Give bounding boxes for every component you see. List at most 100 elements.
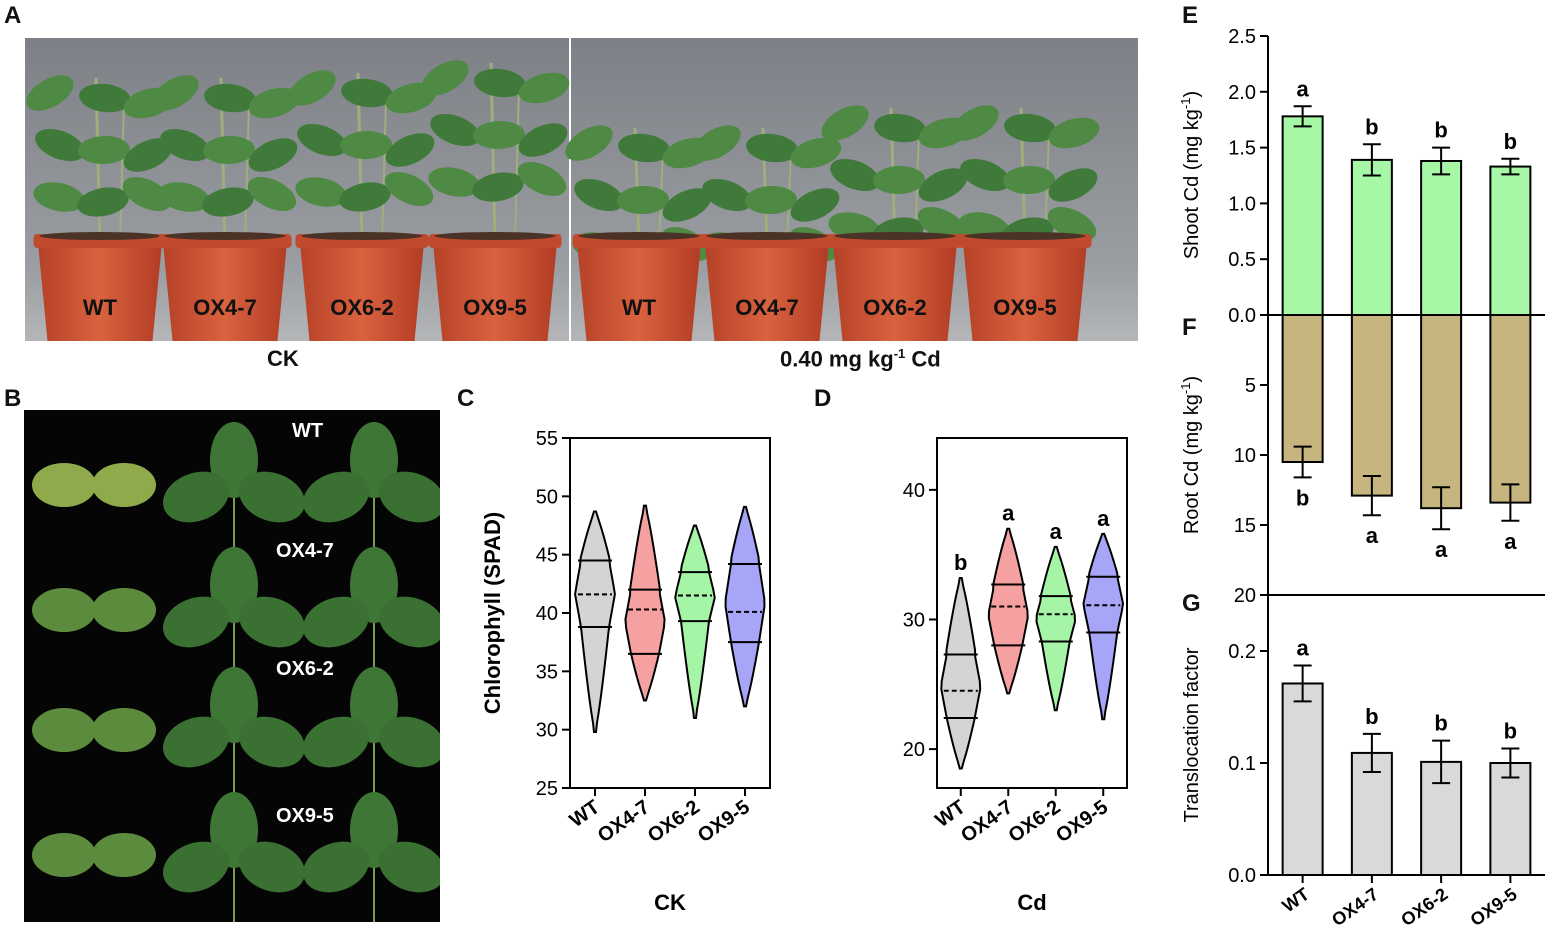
shoot-y-axis-label: Shoot Cd (mg kg-1): [1178, 91, 1203, 259]
leaf: [874, 113, 926, 143]
leaf: [1047, 207, 1097, 241]
significance-letter: a: [1097, 506, 1110, 531]
violin-ox9-5: [1082, 532, 1125, 721]
plant-stem: [244, 102, 250, 244]
panel-letter-a: A: [4, 2, 22, 29]
leaf: [873, 165, 925, 195]
x-tick-label-ox6-2: OX6-2: [1005, 796, 1065, 847]
leaf: [618, 133, 670, 163]
leaf: [288, 70, 336, 106]
significance-letter: a: [1050, 519, 1063, 544]
leaf-label-wt: WT: [292, 420, 324, 442]
leaf: [745, 185, 797, 215]
y-tick-label: 20: [903, 739, 925, 761]
plant-photo: [25, 38, 1138, 341]
leaf: [78, 135, 130, 165]
pot: [704, 238, 830, 341]
leaf: [918, 168, 968, 202]
plot-frame: [936, 437, 1128, 789]
caption-cd: 0.40 mg kg-1 Cd: [780, 346, 941, 372]
leaf: [384, 172, 434, 206]
cotyledon-leaf: [32, 708, 96, 752]
plant-stem: [381, 97, 387, 244]
pot-soil: [706, 232, 828, 240]
leaf: [203, 135, 255, 165]
leaf: [662, 188, 712, 222]
plant-3: [421, 60, 570, 244]
trifoliate-leaf: [379, 596, 440, 648]
leaf: [917, 207, 967, 241]
x-tick-label-ox6-2: OX6-2: [1397, 884, 1451, 930]
y-tick-label: 0.5: [1228, 249, 1256, 271]
trifoliate-leaf: [163, 596, 229, 648]
plant-7: [951, 105, 1100, 247]
leaf: [821, 105, 869, 141]
leaf: [77, 187, 129, 217]
pot-label-ox6-2-2: OX6-2: [330, 295, 394, 320]
pot: [299, 238, 425, 341]
y-axis-label: Chlorophyll (SPAD): [480, 512, 505, 714]
leaf-label-ox4-7: OX4-7: [276, 540, 334, 562]
root-bar-ox6-2: [1420, 314, 1463, 510]
y-tick-label: 30: [536, 720, 558, 742]
leaf: [79, 83, 131, 113]
pot-label-ox4-7-5: OX4-7: [735, 295, 799, 320]
trifoliate-leaf: [239, 841, 305, 893]
leaf: [430, 113, 480, 147]
pot: [832, 238, 958, 341]
leaf: [565, 125, 613, 161]
pot: [432, 238, 558, 341]
pot: [576, 238, 702, 341]
y-tick-label: 40: [903, 480, 925, 502]
leaf: [341, 78, 393, 108]
plant-1: [151, 75, 300, 244]
leaf: [35, 128, 85, 162]
significance-letter: a: [1366, 523, 1379, 548]
cotyledon-leaf: [32, 463, 96, 507]
x-tick-label-ox4-7: OX4-7: [957, 796, 1017, 847]
violin-ox4-7: [987, 527, 1029, 695]
significance-letter: b: [1434, 118, 1447, 143]
leaf: [1004, 113, 1056, 143]
y-tick-label: 1.0: [1228, 193, 1256, 215]
leaf: [122, 177, 172, 211]
y-tick-label: 0.1: [1228, 753, 1256, 775]
leaf: [960, 158, 1010, 192]
trifoliate-leaf: [379, 841, 440, 893]
cotyledon-leaf: [92, 833, 156, 877]
trifoliate-leaf: [163, 716, 229, 768]
root-bar-ox4-7: [1350, 314, 1393, 497]
leaf: [518, 123, 568, 157]
significance-letter: a: [1297, 636, 1310, 661]
leaf: [151, 75, 199, 111]
pot: [37, 238, 163, 341]
y-tick-label: 0.0: [1228, 865, 1256, 887]
panel-letter-g: G: [1182, 590, 1201, 617]
shoot-bar-ox4-7: [1350, 158, 1393, 316]
leaf: [617, 185, 669, 215]
panel-letter-f: F: [1182, 314, 1197, 341]
significance-letter: a: [1002, 501, 1015, 526]
panel-letter-e: E: [1182, 2, 1199, 29]
leaf: [33, 182, 85, 212]
trifoliate-leaf: [303, 841, 369, 893]
leaf: [693, 125, 741, 161]
trifoliate-leaf: [163, 471, 229, 523]
violin-wt: [940, 577, 982, 770]
significance-letter: b: [1504, 129, 1517, 154]
shoot-bar-wt: [1281, 115, 1324, 316]
x-axis-label: CK: [654, 890, 686, 915]
significance-letter: a: [1435, 537, 1448, 562]
trifoliate-leaf: [239, 716, 305, 768]
leaf: [746, 133, 798, 163]
significance-letter: a: [1504, 529, 1517, 554]
pot-label-ox9-5-3: OX9-5: [463, 295, 527, 320]
trifoliate-leaf: [239, 471, 305, 523]
y-tick-label: 2.5: [1228, 26, 1256, 48]
leaf: [473, 120, 525, 150]
pot-soil: [578, 232, 700, 240]
pot-soil: [164, 232, 286, 240]
y-tick-label: 30: [903, 609, 925, 631]
